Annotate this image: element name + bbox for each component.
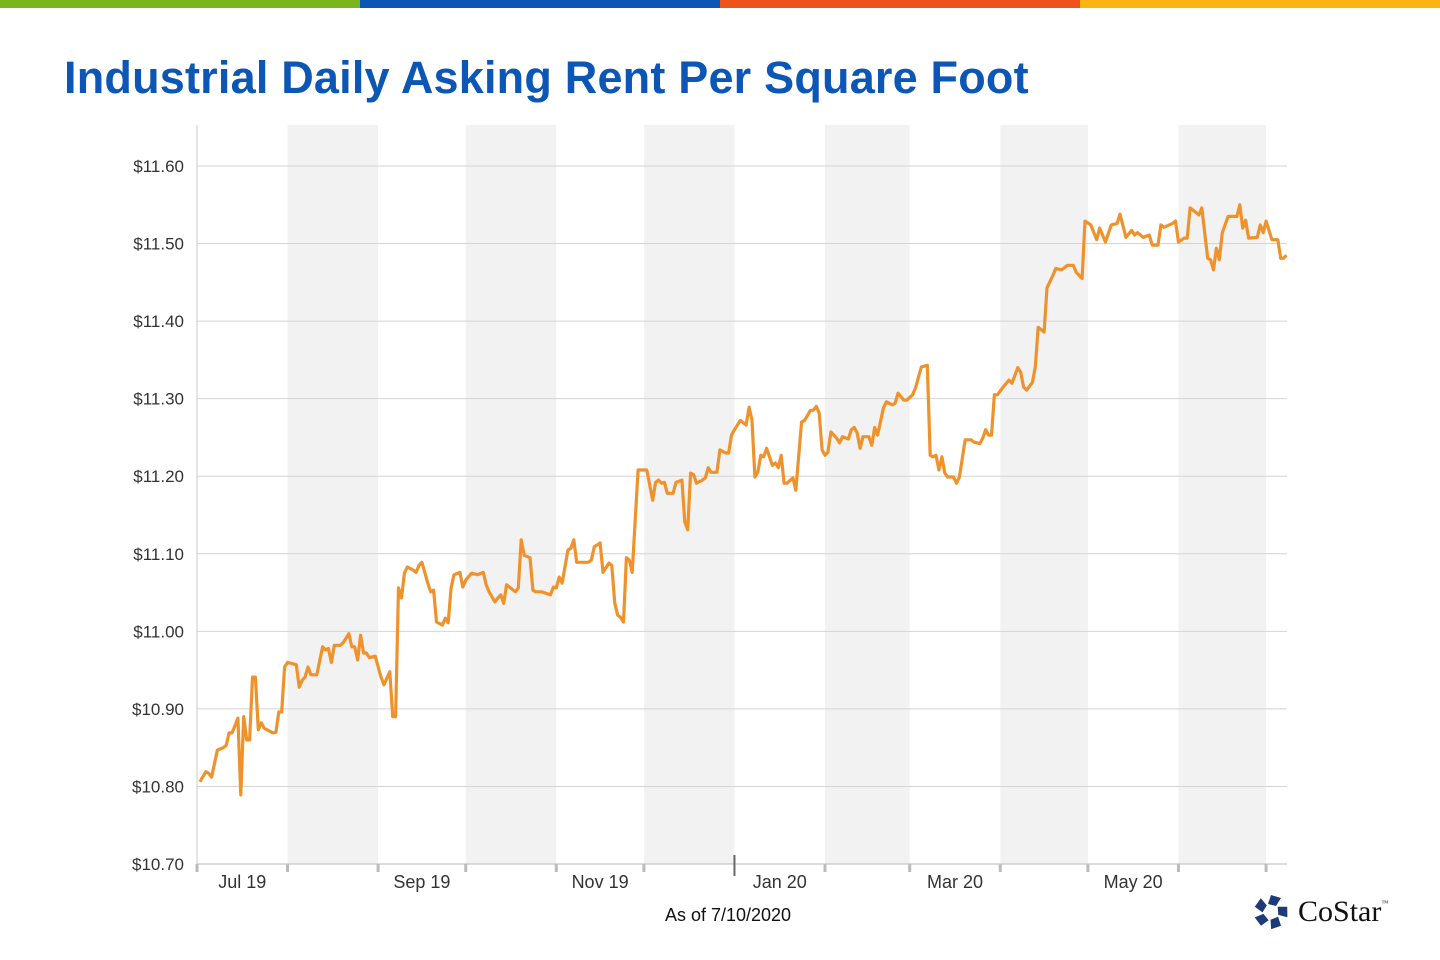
x-axis: Jul 19 Sep 19 Nov 19 Jan 20 Mar 20 May 20 bbox=[195, 855, 1287, 892]
y-tick-label: $11.10 bbox=[133, 545, 184, 564]
y-tick-label: $11.30 bbox=[133, 390, 184, 409]
logo-segment bbox=[1268, 895, 1281, 906]
y-tick-label: $11.60 bbox=[133, 157, 184, 176]
logo-wordmark: CoStar bbox=[1298, 895, 1382, 928]
logo-segment bbox=[1254, 913, 1269, 926]
costar-logo: CoStar™ bbox=[1252, 893, 1388, 931]
y-tick-label: $11.00 bbox=[133, 622, 184, 641]
page-title: Industrial Daily Asking Rent Per Square … bbox=[64, 52, 1029, 103]
logo-segment bbox=[1254, 898, 1267, 913]
month-band bbox=[465, 125, 557, 864]
x-tick-label: May 20 bbox=[1104, 872, 1163, 892]
logo-text: CoStar™ bbox=[1298, 895, 1388, 929]
logo-trademark: ™ bbox=[1381, 899, 1389, 907]
stripe-blue bbox=[360, 0, 720, 8]
as-of-date: As of 7/10/2020 bbox=[664, 905, 792, 925]
month-band bbox=[1000, 125, 1088, 864]
y-tick-label: $10.90 bbox=[132, 700, 184, 719]
logo-segment bbox=[1277, 906, 1288, 918]
series-layer bbox=[198, 203, 1288, 797]
stripe-green bbox=[0, 0, 360, 8]
y-tick-label: $11.50 bbox=[133, 235, 184, 254]
month-bands bbox=[287, 125, 1267, 864]
y-tick-label: $11.40 bbox=[133, 312, 184, 331]
x-tick-label: Jul 19 bbox=[218, 872, 266, 892]
month-band bbox=[1178, 125, 1267, 864]
month-band bbox=[825, 125, 910, 864]
y-tick-label: $11.20 bbox=[133, 467, 184, 486]
y-tick-label: $10.80 bbox=[132, 777, 184, 796]
rent-series-line bbox=[198, 203, 1288, 797]
month-band bbox=[287, 125, 379, 864]
costar-star-icon bbox=[1254, 895, 1288, 930]
x-tick-label: Sep 19 bbox=[393, 872, 450, 892]
stripe-orange bbox=[720, 0, 1080, 8]
x-tick-label: Jan 20 bbox=[753, 872, 807, 892]
x-tick-label: Mar 20 bbox=[927, 872, 983, 892]
y-axis: $10.70 $10.80 $10.90 $11.00 $11.10 $11.20 $11.… bbox=[132, 157, 184, 874]
logo-segment bbox=[1270, 916, 1281, 930]
stripe-yellow bbox=[1080, 0, 1440, 8]
y-tick-label: $10.70 bbox=[132, 855, 184, 874]
x-tick-label: Nov 19 bbox=[572, 872, 629, 892]
